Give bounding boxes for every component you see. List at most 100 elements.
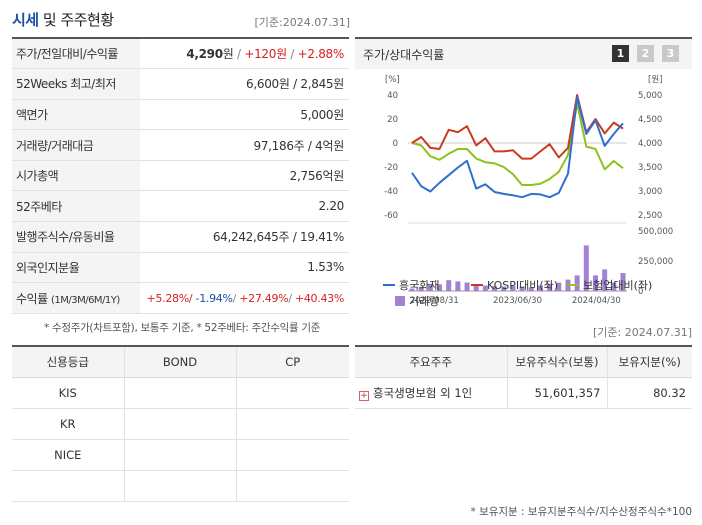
shareholder-name[interactable]: 흥국생명보험 외 1인 bbox=[373, 385, 473, 400]
shareholder-shares: 51,601,357 bbox=[506, 377, 607, 409]
return-label: 수익률 (1M/3M/6M/1Y) bbox=[12, 282, 140, 314]
credit-bond bbox=[123, 439, 236, 471]
beta-value: 2.20 bbox=[140, 190, 349, 223]
return-periods: (1M/3M/6M/1Y) bbox=[50, 294, 120, 306]
x-tick: 2022/08/31 bbox=[410, 296, 459, 306]
y-right-tick: 3,500 bbox=[638, 163, 662, 173]
price-label: 주가/전일대비/수익률 bbox=[12, 37, 140, 70]
y-right-tick: 4,500 bbox=[638, 115, 662, 125]
credit-col-bond: BOND bbox=[123, 345, 236, 378]
y-right-tick: 3,000 bbox=[638, 187, 662, 197]
legend-swatch-volume bbox=[395, 296, 405, 306]
volume-bar bbox=[611, 282, 617, 291]
y-left-tick: 0 bbox=[393, 139, 398, 149]
chart-svg: [%] [원] 40 20 0 -20 -40 -60 5,000 4,500 4,000 3,500… bbox=[384, 75, 673, 306]
table-row bbox=[12, 470, 349, 502]
credit-bond bbox=[123, 470, 236, 502]
table-row: NICE bbox=[12, 439, 349, 471]
row-foreign: 외국인지분율 1.53% bbox=[12, 252, 349, 284]
volume-bar bbox=[427, 283, 433, 291]
volume-bar bbox=[583, 245, 589, 291]
credit-header: 신용등급 BOND CP bbox=[12, 345, 349, 378]
credit-bond bbox=[123, 408, 236, 440]
table-row: + 흥국생명보험 외 1인 51,601,357 80.32 bbox=[355, 377, 692, 409]
chart-title: 주가/상대수익률 bbox=[363, 48, 445, 62]
sh-col-name: 주요주주 bbox=[355, 345, 507, 378]
y-right-tick: 4,000 bbox=[638, 139, 662, 149]
volume-bar bbox=[501, 286, 507, 291]
sh-col-pct: 보유지분(%) bbox=[606, 345, 692, 378]
vol-tick: 0 bbox=[638, 287, 643, 297]
return-1y: +40.43% bbox=[294, 291, 344, 305]
credit-cp bbox=[235, 408, 349, 440]
x-tick: 2023/06/30 bbox=[493, 296, 542, 306]
legend-label-heungkuk: 흥국화재 bbox=[399, 279, 440, 292]
row-volume: 거래량/거래대금 97,186주 / 4억원 bbox=[12, 129, 349, 161]
right-unit-label: [원] bbox=[648, 75, 662, 85]
x-tick: 2024/04/30 bbox=[572, 296, 621, 306]
vol-tick: 250,000 bbox=[638, 257, 673, 267]
shareholder-table: 주요주주 보유주식수(보통) 보유지분(%) + 흥국생명보험 외 1인 51,6… bbox=[355, 345, 692, 409]
credit-bond bbox=[123, 377, 236, 409]
price-value: 4,290원 / +120원 / +2.88% bbox=[140, 37, 349, 70]
legend-label-kospi: KOSPI대비(좌) bbox=[487, 279, 559, 292]
quote-table: 주가/전일대비/수익률 4,290원 / +120원 / +2.88% 52We… bbox=[12, 37, 349, 314]
return-1m: +5.28%/ bbox=[146, 291, 193, 305]
credit-cp bbox=[235, 377, 349, 409]
foreign-value: 1.53% bbox=[140, 252, 349, 284]
legend-label-insurance: 보험업대비(좌) bbox=[583, 279, 653, 292]
par-label: 액면가 bbox=[12, 99, 140, 131]
volume-bar bbox=[620, 273, 626, 291]
credit-agency: KIS bbox=[12, 377, 124, 409]
volume-bar bbox=[556, 282, 562, 291]
chart-page-1[interactable]: 1 bbox=[612, 45, 629, 62]
legend-swatch-kospi bbox=[471, 284, 483, 286]
shares-label: 발행주식수/유동비율 bbox=[12, 221, 140, 253]
expand-icon[interactable]: + bbox=[359, 390, 369, 401]
volume-bar bbox=[446, 280, 452, 291]
volume-bar bbox=[437, 284, 443, 291]
sh-col-shares: 보유주식수(보통) bbox=[506, 345, 607, 378]
insurance-relative-line bbox=[411, 102, 624, 186]
section-title-rest: 및 주주현황 bbox=[38, 11, 114, 29]
volume-bar bbox=[537, 285, 543, 291]
volume-bar bbox=[418, 286, 424, 291]
row-beta: 52주베타 2.20 bbox=[12, 190, 349, 223]
row-price: 주가/전일대비/수익률 4,290원 / +120원 / +2.88% bbox=[12, 37, 349, 70]
shareholder-note: * 보유지분 : 보유지분주식수/지수산정주식수*100 bbox=[470, 506, 692, 518]
row-return: 수익률 (1M/3M/6M/1Y) +5.28%/ -1.94%/ +27.49… bbox=[12, 282, 349, 314]
y-left-tick: 40 bbox=[387, 91, 398, 101]
row-52w: 52Weeks 최고/최저 6,600원 / 2,845원 bbox=[12, 68, 349, 100]
y-right-tick: 2,500 bbox=[638, 211, 662, 221]
shareholder-header: 주요주주 보유주식수(보통) 보유지분(%) bbox=[355, 345, 692, 378]
table-row: KIS bbox=[12, 377, 349, 409]
volume-bar bbox=[492, 286, 498, 291]
mcap-label: 시가총액 bbox=[12, 160, 140, 192]
mcap-value: 2,756억원 bbox=[140, 160, 349, 192]
foreign-label: 외국인지분율 bbox=[12, 252, 140, 284]
volume-bar bbox=[473, 285, 479, 291]
legend-heungkuk: 흥국화재 bbox=[383, 277, 439, 293]
price: 4,290 bbox=[186, 47, 223, 62]
base-date: [기준:2024.07.31] bbox=[254, 16, 350, 29]
slash: / bbox=[286, 47, 298, 62]
credit-agency bbox=[12, 470, 124, 502]
volume-bar bbox=[455, 281, 461, 291]
volume-bar bbox=[602, 269, 608, 291]
y-left-tick: -60 bbox=[384, 211, 398, 221]
legend-insurance: 보험업대비(좌) bbox=[567, 277, 652, 293]
chart-page-2[interactable]: 2 bbox=[637, 45, 654, 62]
w52-value: 6,600원 / 2,845원 bbox=[140, 68, 349, 100]
chart-header: 주가/상대수익률 1 2 3 bbox=[355, 39, 692, 69]
volume-bar bbox=[510, 285, 516, 291]
y-left-tick: -20 bbox=[384, 163, 398, 173]
chart-page-3[interactable]: 3 bbox=[662, 45, 679, 62]
volume-bar bbox=[519, 286, 525, 291]
shareholder-base-date: [기준: 2024.07.31] bbox=[592, 326, 692, 339]
y-left-tick: 20 bbox=[387, 115, 398, 125]
row-par: 액면가 5,000원 bbox=[12, 99, 349, 131]
credit-col-cp: CP bbox=[235, 345, 349, 378]
credit-agency: NICE bbox=[12, 439, 124, 471]
row-mcap: 시가총액 2,756억원 bbox=[12, 160, 349, 192]
volume-bar bbox=[482, 285, 488, 291]
